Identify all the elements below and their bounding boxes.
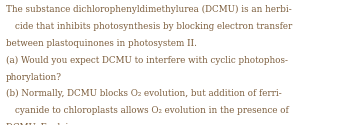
Text: cyanide to chloroplasts allows O₂ evolution in the presence of: cyanide to chloroplasts allows O₂ evolut…: [15, 106, 288, 115]
Text: The substance dichlorophenyldimethylurea (DCMU) is an herbi-: The substance dichlorophenyldimethylurea…: [6, 5, 292, 14]
Text: (a) Would you expect DCMU to interfere with cyclic photophos-: (a) Would you expect DCMU to interfere w…: [6, 56, 288, 65]
Text: DCMU. Explain.: DCMU. Explain.: [6, 123, 77, 125]
Text: phorylation?: phorylation?: [6, 72, 62, 82]
Text: between plastoquinones in photosystem II.: between plastoquinones in photosystem II…: [6, 39, 197, 48]
Text: (b) Normally, DCMU blocks O₂ evolution, but addition of ferri-: (b) Normally, DCMU blocks O₂ evolution, …: [6, 89, 282, 99]
Text: cide that inhibits photosynthesis by blocking electron transfer: cide that inhibits photosynthesis by blo…: [15, 22, 292, 31]
